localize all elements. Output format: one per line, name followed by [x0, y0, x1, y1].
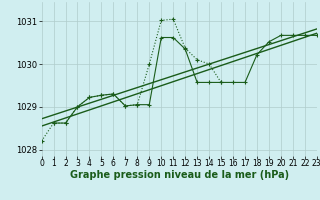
- X-axis label: Graphe pression niveau de la mer (hPa): Graphe pression niveau de la mer (hPa): [70, 170, 289, 180]
